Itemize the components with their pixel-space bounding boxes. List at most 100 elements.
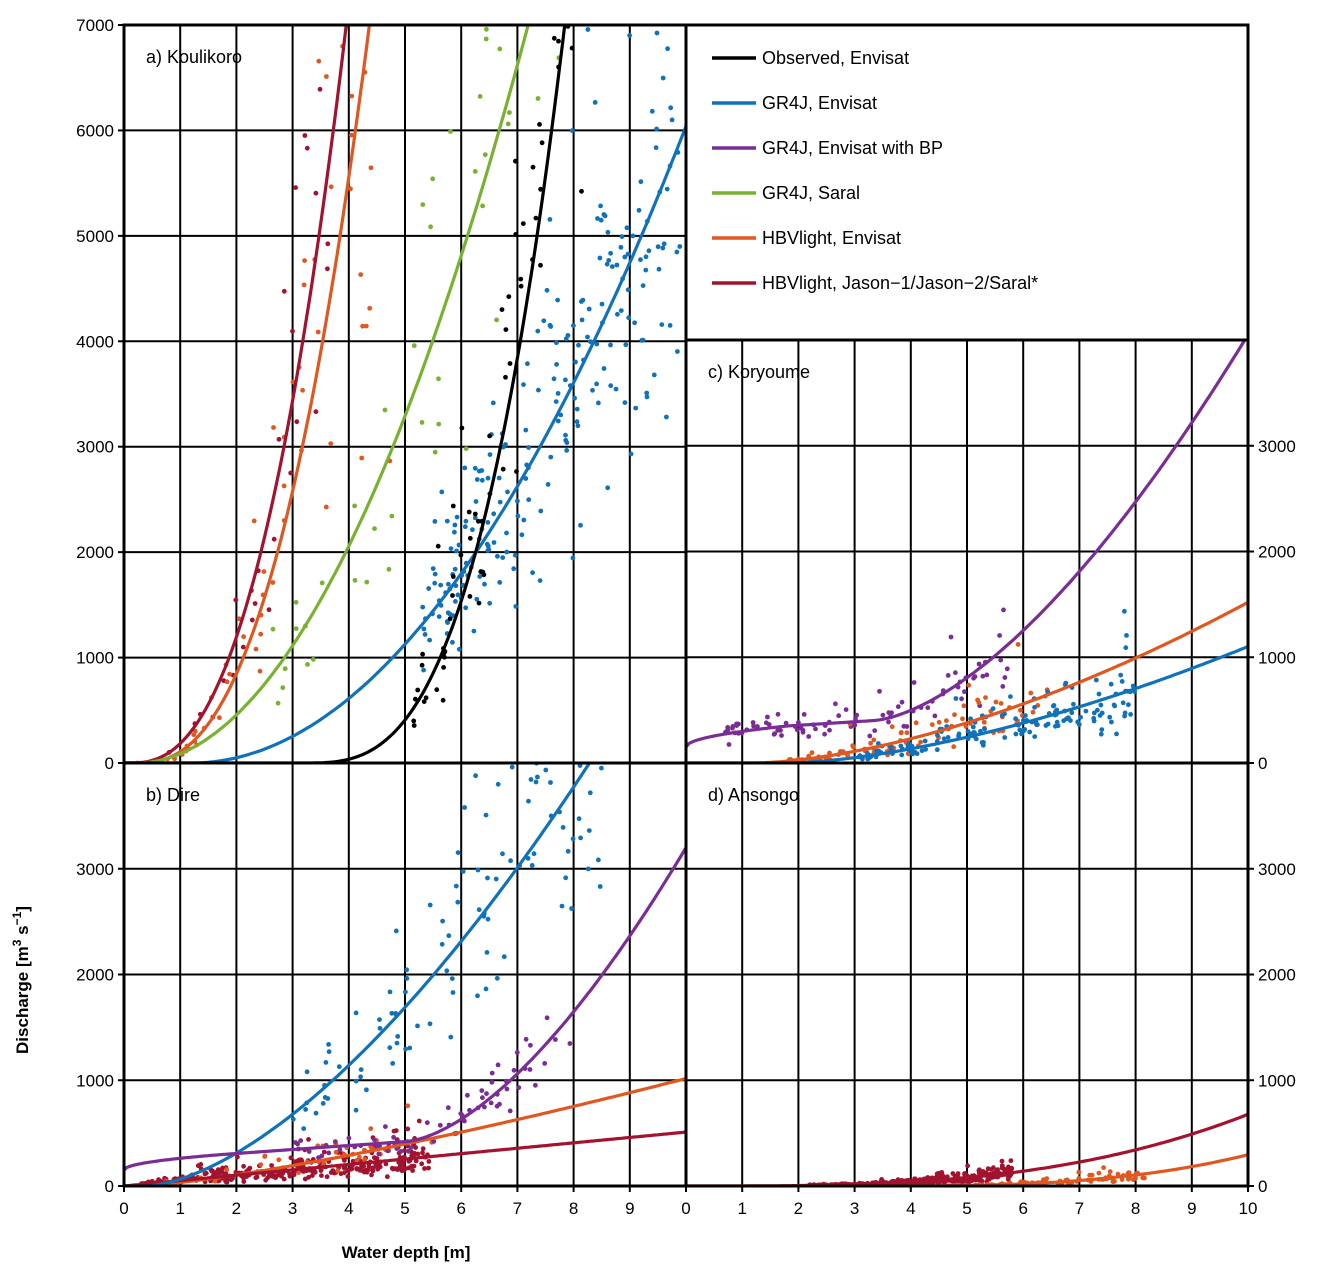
data-point-hbvlight_jason bbox=[1008, 1158, 1014, 1164]
data-point-gr4j_envisat bbox=[536, 387, 541, 393]
data-point-gr4j_envisat_bp bbox=[843, 707, 849, 712]
x-tick-label: 3 bbox=[288, 1199, 297, 1218]
data-point-gr4j_envisat bbox=[630, 233, 636, 239]
data-point-gr4j_envisat bbox=[1126, 702, 1131, 708]
data-point-gr4j_envisat bbox=[565, 848, 571, 854]
data-point-gr4j_envisat_bp bbox=[332, 1139, 338, 1144]
data-point-gr4j_envisat_bp bbox=[836, 713, 842, 719]
data-point-gr4j_saral bbox=[463, 446, 469, 451]
data-point-hbvlight_jason bbox=[961, 1179, 967, 1184]
y-axis-label: Discharge [m3 s−1] bbox=[10, 906, 32, 1054]
data-point-gr4j_envisat bbox=[953, 696, 959, 701]
data-point-hbvlight_envisat bbox=[952, 712, 957, 718]
data-point-hbvlight_envisat bbox=[360, 323, 365, 329]
data-point-observed_envisat bbox=[423, 695, 429, 701]
data-point-gr4j_envisat bbox=[590, 387, 595, 393]
data-point-hbvlight_jason bbox=[358, 1167, 364, 1173]
data-point-hbvlight_jason bbox=[319, 1173, 324, 1178]
data-point-hbvlight_jason bbox=[977, 1167, 982, 1173]
data-point-gr4j_saral bbox=[364, 579, 370, 585]
data-point-gr4j_envisat bbox=[432, 580, 438, 586]
y-axis-label-sup2: −1 bbox=[10, 911, 24, 925]
y-tick-label: 7000 bbox=[76, 16, 114, 35]
panel-a: a) Koulikoro 0 1000 2000 3000 4000 5000 6000 700… bbox=[76, 16, 688, 773]
data-point-gr4j_envisat bbox=[353, 1010, 359, 1016]
y-tick-label: 4000 bbox=[76, 332, 114, 351]
data-point-gr4j_saral bbox=[507, 110, 512, 115]
x-tick-label: 10 bbox=[1239, 1199, 1258, 1218]
data-point-gr4j_saral bbox=[319, 580, 325, 586]
data-point-hbvlight_jason bbox=[254, 1174, 260, 1180]
data-point-gr4j_envisat bbox=[1114, 731, 1119, 737]
data-point-hbvlight_envisat bbox=[1119, 1177, 1125, 1182]
data-point-gr4j_envisat bbox=[422, 632, 428, 637]
grid-a bbox=[124, 25, 686, 763]
data-point-observed_envisat bbox=[503, 327, 509, 332]
data-point-gr4j_saral bbox=[448, 129, 453, 134]
data-point-observed_envisat bbox=[447, 616, 453, 622]
data-point-hbvlight_jason bbox=[287, 1173, 293, 1179]
data-point-gr4j_envisat bbox=[453, 883, 459, 889]
data-point-gr4j_envisat bbox=[1098, 731, 1104, 737]
data-point-gr4j_envisat bbox=[326, 1049, 332, 1055]
panel-title-c: c) Koryoume bbox=[708, 362, 810, 382]
data-point-gr4j_envisat bbox=[358, 1067, 364, 1072]
data-point-gr4j_envisat bbox=[462, 524, 468, 530]
data-point-gr4j_envisat_bp bbox=[480, 1095, 485, 1101]
data-point-gr4j_envisat bbox=[571, 323, 576, 328]
data-point-gr4j_envisat bbox=[533, 779, 539, 785]
data-point-hbvlight_jason bbox=[293, 185, 298, 191]
data-point-gr4j_envisat bbox=[430, 566, 436, 571]
curve-hbvlight_envisat bbox=[124, 25, 372, 763]
data-point-gr4j_envisat bbox=[874, 748, 879, 754]
x-tick-label: 4 bbox=[906, 1199, 915, 1218]
data-point-gr4j_envisat bbox=[554, 340, 559, 346]
data-point-gr4j_envisat bbox=[545, 482, 551, 487]
data-point-hbvlight_envisat bbox=[328, 441, 334, 446]
data-point-gr4j_envisat bbox=[474, 596, 480, 602]
data-point-gr4j_envisat_bp bbox=[800, 727, 806, 733]
data-point-gr4j_envisat bbox=[494, 975, 500, 981]
data-point-hbvlight_envisat bbox=[368, 165, 374, 171]
data-point-gr4j_envisat bbox=[484, 950, 490, 955]
data-point-hbvlight_envisat bbox=[951, 744, 957, 750]
data-point-gr4j_envisat bbox=[403, 989, 408, 995]
data-point-hbvlight_jason bbox=[219, 1169, 225, 1175]
y-tick-label: 1000 bbox=[1258, 648, 1296, 667]
x-tick-label: 7 bbox=[1075, 1199, 1084, 1218]
data-point-gr4j_envisat bbox=[660, 75, 666, 81]
legend-item-gr4j_saral: GR4J, Saral bbox=[712, 183, 860, 203]
data-point-hbvlight_jason bbox=[210, 1168, 216, 1174]
data-point-gr4j_envisat bbox=[640, 283, 646, 288]
data-point-gr4j_envisat bbox=[618, 244, 624, 250]
x-tick-label: 4 bbox=[344, 1199, 353, 1218]
data-point-hbvlight_jason bbox=[419, 1161, 425, 1167]
data-point-gr4j_envisat bbox=[1122, 608, 1127, 614]
data-point-hbvlight_jason bbox=[410, 1168, 415, 1173]
data-point-gr4j_saral bbox=[430, 176, 436, 182]
data-point-gr4j_envisat bbox=[922, 738, 928, 744]
data-point-observed_envisat bbox=[500, 466, 506, 472]
data-point-gr4j_envisat bbox=[353, 1078, 359, 1084]
data-point-gr4j_envisat bbox=[1098, 702, 1104, 708]
curve-gr4j_saral bbox=[124, 25, 530, 763]
data-point-gr4j_envisat bbox=[1118, 672, 1124, 678]
data-point-hbvlight_jason bbox=[401, 1167, 407, 1173]
data-point-gr4j_envisat bbox=[912, 750, 918, 755]
data-point-gr4j_envisat bbox=[615, 311, 620, 317]
data-point-gr4j_envisat bbox=[1002, 735, 1008, 740]
data-point-gr4j_envisat bbox=[1095, 707, 1100, 713]
data-point-gr4j_envisat bbox=[651, 372, 657, 378]
data-point-gr4j_envisat bbox=[570, 555, 576, 561]
data-point-hbvlight_jason bbox=[349, 1166, 354, 1172]
data-point-gr4j_envisat bbox=[446, 933, 452, 939]
data-point-gr4j_envisat bbox=[403, 1046, 408, 1052]
data-point-gr4j_envisat_bp bbox=[872, 728, 878, 733]
data-point-observed_envisat bbox=[503, 374, 508, 380]
data-point-gr4j_envisat bbox=[1124, 633, 1129, 638]
data-point-gr4j_envisat bbox=[427, 902, 433, 908]
data-point-gr4j_saral bbox=[477, 94, 483, 99]
data-point-gr4j_saral bbox=[535, 96, 541, 101]
data-point-gr4j_envisat bbox=[1013, 731, 1019, 737]
data-point-gr4j_envisat bbox=[387, 989, 393, 995]
